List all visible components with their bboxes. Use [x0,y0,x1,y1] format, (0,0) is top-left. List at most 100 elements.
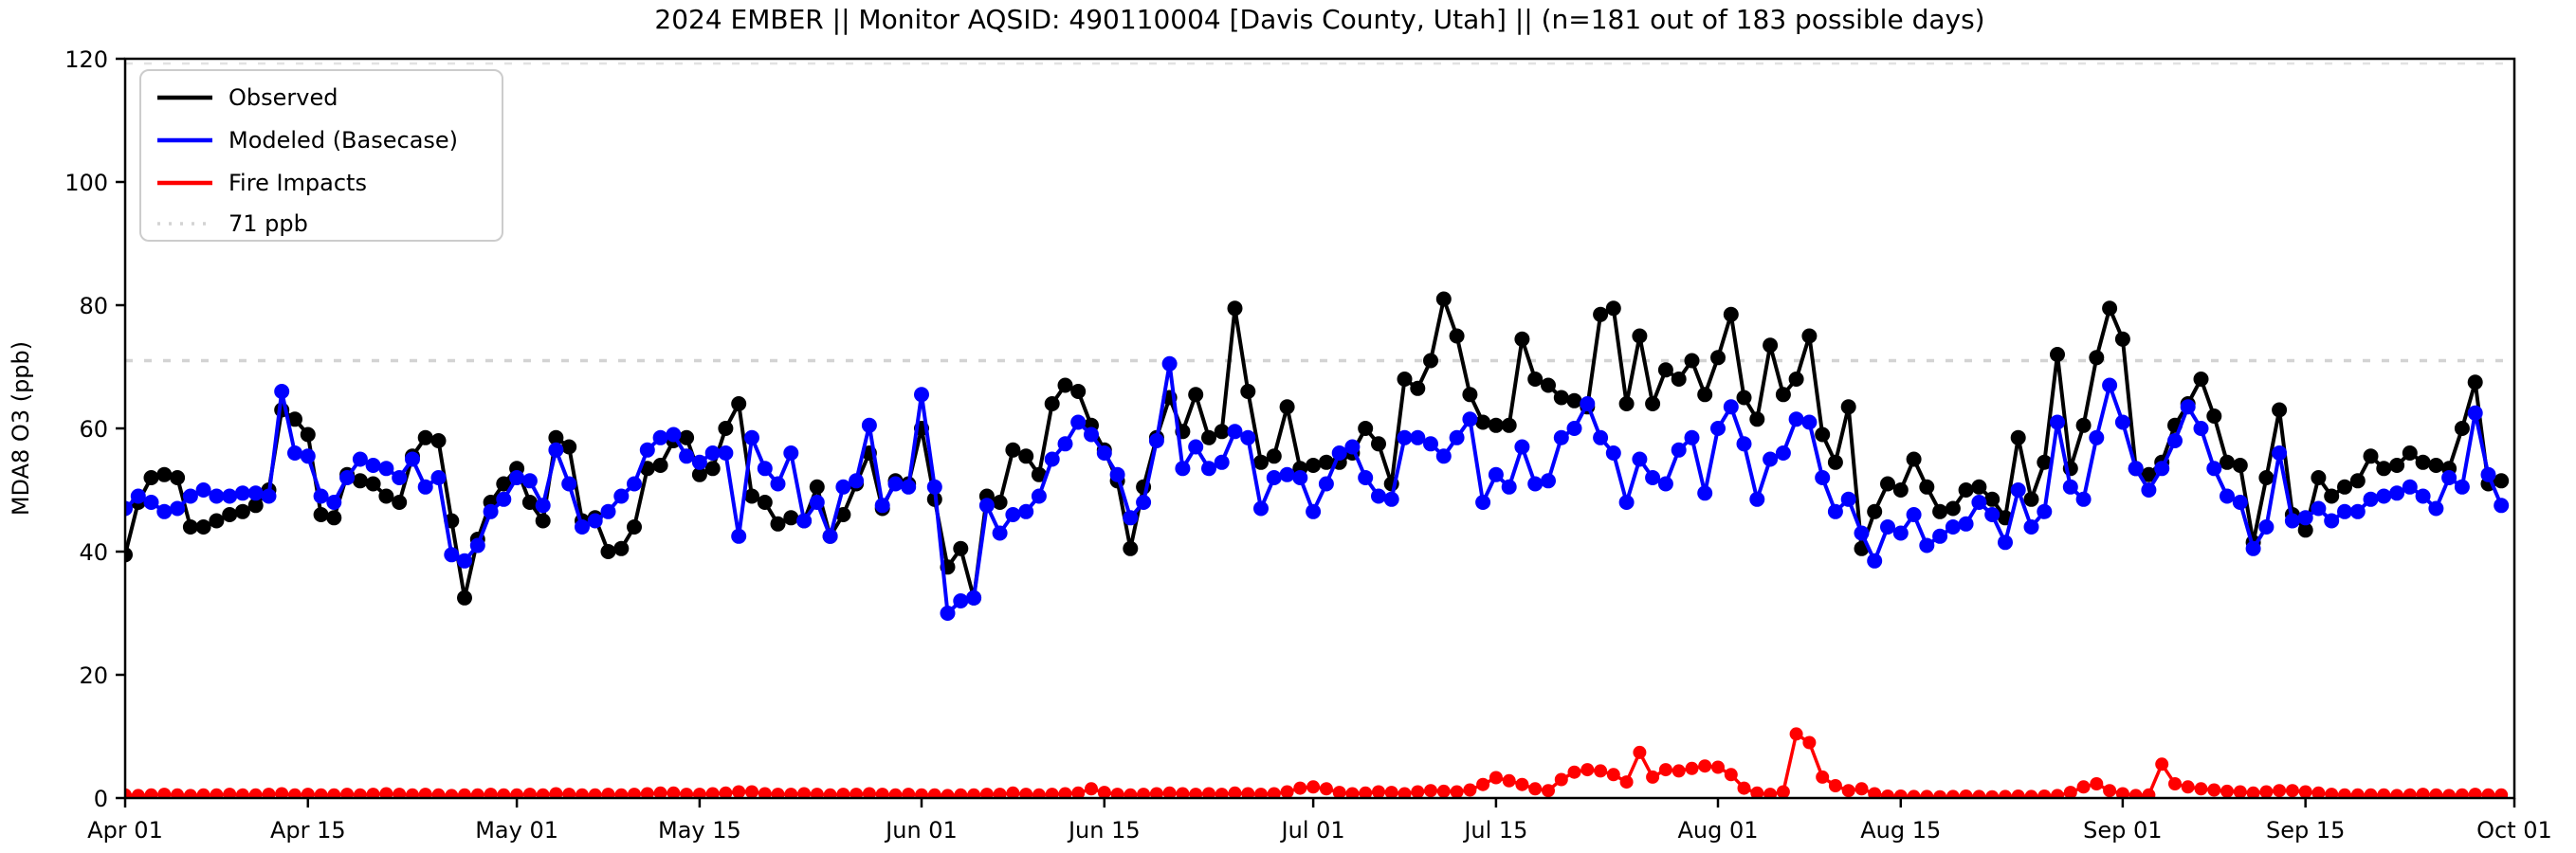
data-point [405,451,420,467]
data-point [2467,374,2483,390]
x-tick-label: Oct 01 [2476,817,2552,844]
data-point [1240,384,1256,399]
data-point [1161,355,1178,372]
data-point [1488,466,1504,482]
data-point [1892,525,1909,541]
data-point [783,445,799,461]
data-point [1763,451,1779,467]
data-point [1854,782,1869,796]
data-point [1318,476,1334,492]
data-point [1920,789,1934,798]
data-point [339,470,356,485]
data-point [2050,414,2065,430]
data-point [1488,417,1504,433]
data-point [1515,777,1529,791]
data-point [679,448,695,464]
data-point [1880,476,1895,492]
data-point [666,426,682,443]
data-point [954,788,968,798]
data-point [1867,553,1883,569]
data-point [1801,414,1818,430]
data-point [431,788,446,798]
data-point [209,488,225,504]
data-point [1697,485,1713,501]
data-point [1031,488,1047,504]
data-point [1371,488,1386,504]
data-point [262,788,276,798]
data-point [704,445,721,461]
data-point [406,788,419,798]
data-point [1932,503,1948,519]
data-point [1279,466,1295,482]
data-point [967,788,981,798]
data-point [1932,528,1948,544]
data-point [2141,466,2157,482]
data-point [614,788,629,798]
data-point [652,429,668,445]
data-point [300,448,316,464]
data-point [234,485,250,501]
data-point [2089,429,2105,445]
data-point [1436,784,1451,798]
data-point [1502,773,1516,788]
data-point [1750,786,1764,798]
data-point [496,491,512,507]
data-point [157,788,172,798]
data-point [640,787,654,798]
data-point [1880,519,1895,535]
data-point [430,433,447,448]
data-point [1723,306,1739,322]
data-point [2037,789,2052,798]
data-point [2311,500,2327,517]
data-point [1984,491,2001,507]
x-tick-label: Apr 15 [270,817,346,844]
data-point [1619,775,1634,789]
data-point [1071,786,1086,798]
data-point [1919,479,1935,495]
data-point [600,544,616,559]
data-point [652,458,668,473]
data-point [1827,503,1843,519]
data-point [2429,788,2443,798]
data-point [458,788,471,798]
data-point [2245,540,2261,556]
data-point [1697,387,1713,403]
data-point [1476,777,1490,791]
data-point [1149,787,1163,798]
data-point [2180,399,2196,415]
data-point [1684,353,1700,369]
data-point [1475,495,1491,510]
data-point [587,513,603,529]
plot-frame [123,57,2516,800]
data-point [2114,331,2130,347]
data-point [1594,764,1608,778]
data-point [2155,757,2169,771]
data-point [628,788,641,798]
data-point [836,788,850,798]
data-point [2232,495,2248,510]
data-point [1449,328,1465,344]
y-tick-label: 120 [64,46,108,73]
data-point [223,788,237,798]
data-point [365,476,381,492]
data-point [1253,454,1269,470]
data-point [1293,781,1307,795]
data-point [1397,429,1413,445]
data-point [1868,787,1882,798]
data-point [1528,782,1543,796]
data-point [2454,479,2470,495]
data-point [835,479,851,495]
data-point [2428,458,2444,473]
data-point [862,787,876,798]
data-point [521,473,538,489]
data-point [1306,780,1321,794]
data-point [1527,476,1544,492]
x-tick-label: May 01 [475,817,558,844]
data-point [653,786,667,798]
data-point [1789,727,1803,741]
data-point [2193,372,2209,387]
data-point [1070,384,1087,399]
data-point [522,788,537,798]
data-point [2206,408,2222,424]
